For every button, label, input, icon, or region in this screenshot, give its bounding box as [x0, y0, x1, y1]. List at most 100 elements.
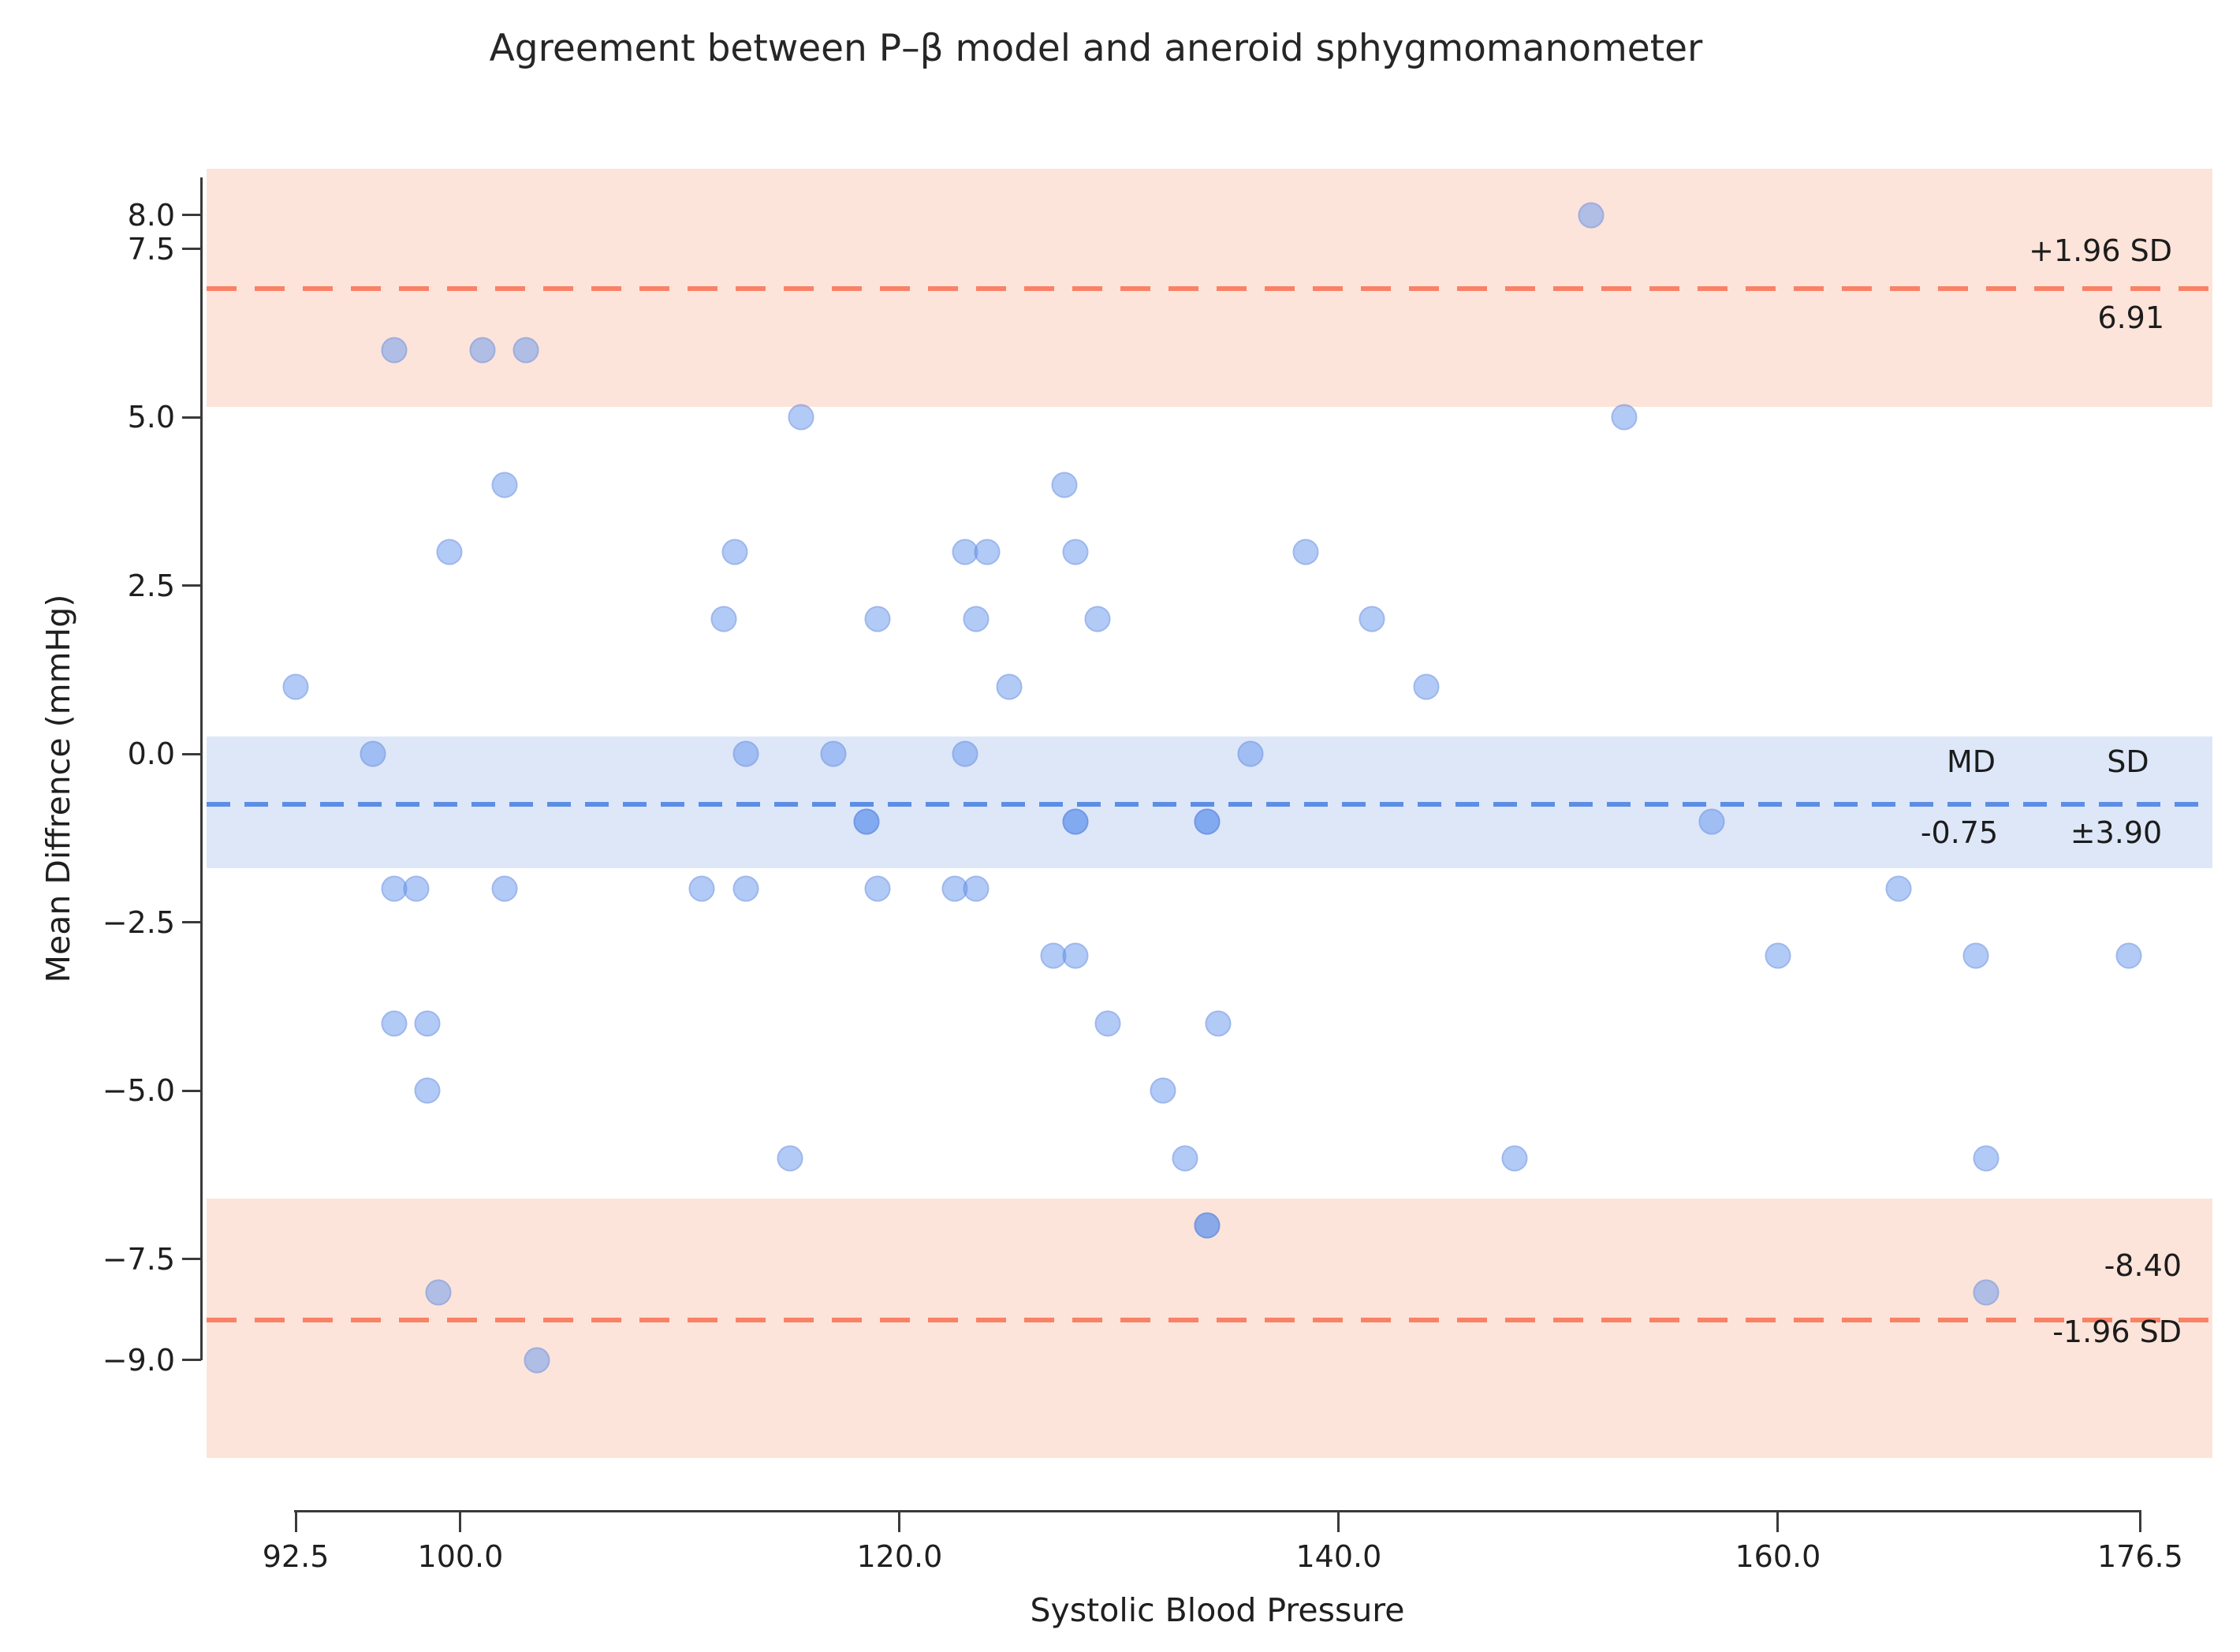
- x-tick-label: 92.5: [262, 1539, 330, 1574]
- data-point: [414, 1077, 441, 1104]
- data-point: [996, 673, 1023, 700]
- y-tick-mark: [182, 248, 201, 251]
- data-point: [710, 606, 737, 632]
- data-point: [688, 875, 715, 902]
- data-point: [1172, 1145, 1198, 1172]
- data-point: [1962, 942, 1988, 969]
- upper-loa-label: +1.96 SD: [2029, 233, 2172, 268]
- data-point: [777, 1145, 803, 1172]
- y-tick-mark: [182, 584, 201, 587]
- data-point: [414, 1010, 441, 1037]
- y-axis-spine: [200, 177, 203, 1360]
- y-tick-mark: [182, 416, 201, 419]
- y-tick-mark: [182, 1359, 201, 1362]
- data-point: [820, 740, 847, 767]
- y-tick-label: 2.5: [127, 568, 175, 603]
- mean-line: [207, 802, 2212, 807]
- sd-header: SD: [2107, 744, 2149, 779]
- data-point: [1292, 539, 1319, 565]
- lower-loa-value: -8.40: [2104, 1248, 2182, 1283]
- y-tick-label: 0.0: [127, 737, 175, 772]
- data-point: [1359, 606, 1385, 632]
- y-tick-mark: [182, 752, 201, 755]
- data-point: [1040, 942, 1067, 969]
- y-tick-mark: [182, 214, 201, 217]
- data-point: [1194, 1212, 1221, 1239]
- data-point: [788, 404, 814, 431]
- x-tick-mark: [459, 1511, 462, 1532]
- data-point: [732, 740, 759, 767]
- x-tick-label: 100.0: [417, 1539, 504, 1574]
- data-point: [491, 875, 518, 902]
- data-point: [524, 1347, 550, 1374]
- data-point: [1413, 673, 1440, 700]
- y-tick-label: 5.0: [127, 400, 175, 435]
- data-point: [1885, 875, 1912, 902]
- data-point: [1094, 1010, 1121, 1037]
- md-value: -0.75: [1920, 815, 1999, 850]
- data-point: [974, 539, 1001, 565]
- data-point: [1051, 472, 1078, 498]
- data-point: [1084, 606, 1111, 632]
- upper-loa-value: 6.91: [2097, 300, 2164, 335]
- data-point: [1205, 1010, 1232, 1037]
- data-point: [1765, 942, 1791, 969]
- md-header: MD: [1946, 744, 1996, 779]
- x-tick-label: 120.0: [856, 1539, 943, 1574]
- sd-value: ±3.90: [2070, 815, 2163, 850]
- data-point: [381, 875, 408, 902]
- data-point: [963, 875, 990, 902]
- y-tick-mark: [182, 921, 201, 924]
- data-point: [941, 875, 968, 902]
- data-point: [963, 606, 990, 632]
- y-tick-mark: [182, 1258, 201, 1261]
- data-point: [469, 337, 496, 364]
- y-tick-label: 7.5: [127, 231, 175, 267]
- x-tick-mark: [294, 1511, 297, 1532]
- data-point: [1062, 539, 1089, 565]
- data-point: [952, 740, 978, 767]
- data-point: [732, 875, 759, 902]
- data-point: [1578, 202, 1605, 229]
- data-point: [360, 740, 386, 767]
- data-point: [381, 337, 408, 364]
- y-tick-mark: [182, 1089, 201, 1092]
- x-tick-mark: [898, 1511, 901, 1532]
- x-axis-spine: [294, 1510, 2142, 1512]
- lower-loa-ci-band: [207, 1198, 2212, 1458]
- data-point: [436, 539, 463, 565]
- data-point: [403, 875, 430, 902]
- x-tick-mark: [1337, 1511, 1340, 1532]
- x-tick-mark: [1776, 1511, 1780, 1532]
- data-point: [491, 472, 518, 498]
- data-point: [1237, 740, 1264, 767]
- y-tick-label: −5.0: [102, 1073, 175, 1109]
- data-point: [425, 1279, 452, 1306]
- data-point: [1194, 808, 1221, 835]
- data-point: [1698, 808, 1725, 835]
- y-tick-label: −2.5: [102, 904, 175, 940]
- data-point: [381, 1010, 408, 1037]
- data-point: [512, 337, 539, 364]
- data-point: [1973, 1145, 2000, 1172]
- data-point: [721, 539, 748, 565]
- data-point: [1062, 942, 1089, 969]
- data-point: [2115, 942, 2142, 969]
- chart-title: Agreement between P–β model and aneroid …: [489, 27, 1703, 70]
- x-tick-label: 176.5: [2097, 1539, 2183, 1574]
- x-axis-label: Systolic Blood Pressure: [1030, 1591, 1405, 1629]
- y-tick-label: −9.0: [102, 1342, 175, 1378]
- data-point: [1150, 1077, 1176, 1104]
- data-point: [864, 875, 891, 902]
- x-tick-label: 140.0: [1295, 1539, 1382, 1574]
- lower-limit-line: [207, 1317, 2212, 1322]
- data-point: [282, 673, 309, 700]
- x-tick-mark: [2138, 1511, 2141, 1532]
- y-tick-label: −7.5: [102, 1241, 175, 1277]
- data-point: [1973, 1279, 2000, 1306]
- data-point: [952, 539, 978, 565]
- data-point: [1501, 1145, 1528, 1172]
- data-point: [853, 808, 880, 835]
- x-tick-label: 160.0: [1735, 1539, 1821, 1574]
